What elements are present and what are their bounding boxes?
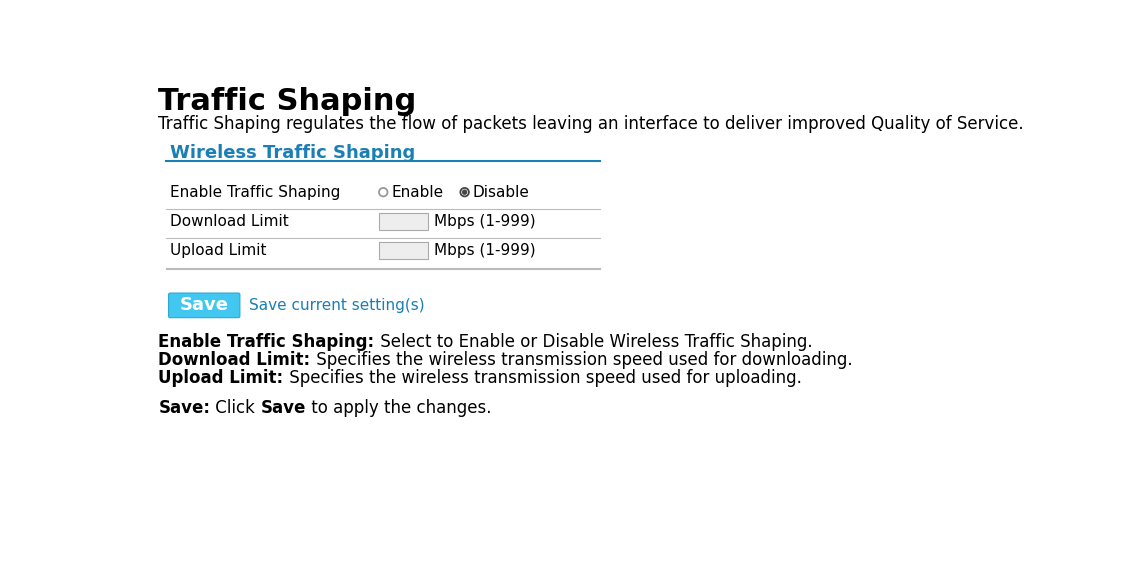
- Text: Disable: Disable: [472, 185, 530, 200]
- Text: 100: 100: [384, 243, 414, 258]
- FancyBboxPatch shape: [380, 213, 428, 230]
- Text: Specifies the wireless transmission speed used for uploading.: Specifies the wireless transmission spee…: [284, 369, 802, 387]
- Text: Wireless Traffic Shaping: Wireless Traffic Shaping: [170, 144, 415, 162]
- Text: Specifies the wireless transmission speed used for downloading.: Specifies the wireless transmission spee…: [311, 351, 852, 369]
- Text: Save current setting(s): Save current setting(s): [249, 298, 424, 313]
- Text: Enable Traffic Shaping: Enable Traffic Shaping: [170, 185, 341, 200]
- Text: Save: Save: [180, 296, 229, 314]
- Circle shape: [462, 190, 467, 194]
- Text: Download Limit: Download Limit: [170, 214, 289, 229]
- Text: Upload Limit:: Upload Limit:: [159, 369, 284, 387]
- Text: Click: Click: [210, 398, 261, 416]
- Text: Select to Enable or Disable Wireless Traffic Shaping.: Select to Enable or Disable Wireless Tra…: [374, 333, 812, 351]
- Text: Save: Save: [261, 398, 305, 416]
- Text: Upload Limit: Upload Limit: [170, 243, 267, 258]
- Text: Mbps (1-999): Mbps (1-999): [435, 243, 537, 258]
- Text: Traffic Shaping: Traffic Shaping: [159, 87, 416, 116]
- Text: Save:: Save:: [159, 398, 210, 416]
- Text: Mbps (1-999): Mbps (1-999): [435, 214, 537, 229]
- FancyBboxPatch shape: [380, 242, 428, 259]
- Text: Traffic Shaping regulates the flow of packets leaving an interface to deliver im: Traffic Shaping regulates the flow of pa…: [159, 115, 1024, 133]
- Text: 100: 100: [384, 214, 414, 229]
- Text: Download Limit:: Download Limit:: [159, 351, 311, 369]
- Text: Enable Traffic Shaping:: Enable Traffic Shaping:: [159, 333, 374, 351]
- Text: Enable: Enable: [391, 185, 443, 200]
- Text: to apply the changes.: to apply the changes.: [305, 398, 492, 416]
- FancyBboxPatch shape: [168, 293, 240, 318]
